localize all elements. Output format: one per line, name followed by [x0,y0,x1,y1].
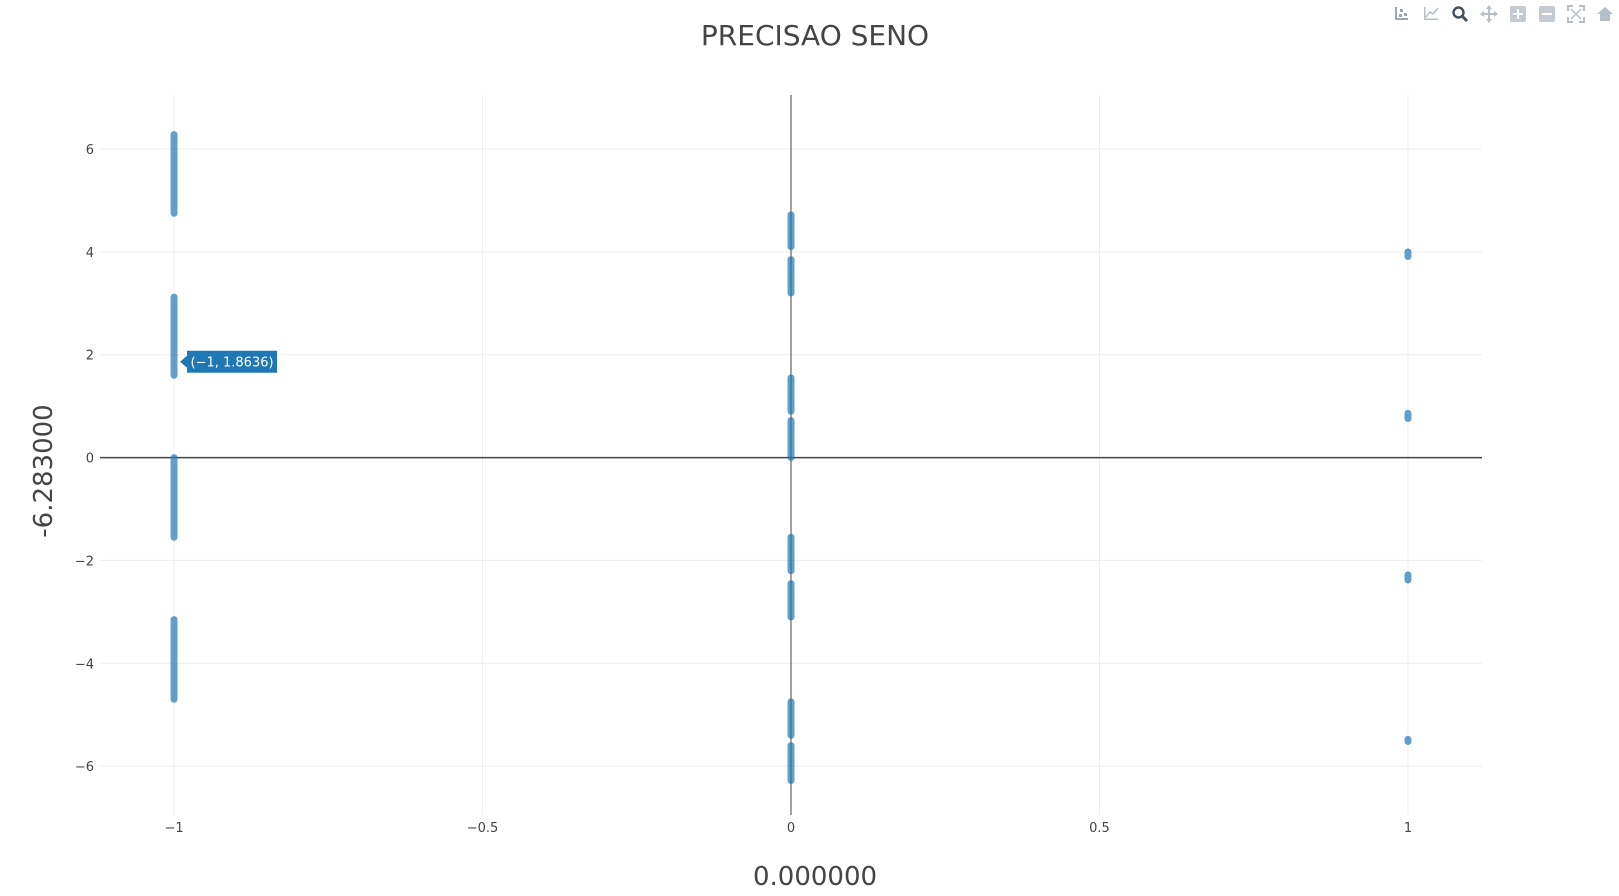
y-tick-label: 6 [86,143,94,158]
compare-data-button[interactable] [1387,3,1416,25]
tooltip-pointer [180,355,188,368]
data-points[interactable] [170,131,1412,785]
y-tick-label: 4 [86,246,94,261]
zoom-in-button[interactable] [1503,3,1532,25]
x-tick-label: 0.5 [1089,821,1110,836]
y-tick-label: −4 [75,657,94,672]
y-axis-label: -6.283000 [29,404,59,537]
x-tick-label: −1 [164,821,183,836]
y-tick-label: 2 [86,349,94,364]
reset-axes-icon [1596,7,1613,21]
x-tick-label: 1 [1404,821,1412,836]
show-closest-icon [1423,7,1439,20]
zoom-icon [1451,6,1468,23]
chart-title: PRECISAO SENO [701,19,929,52]
y-tick-label: −2 [75,554,94,569]
zoom-out-button[interactable] [1532,3,1561,25]
x-axis-label: 0.000000 [753,862,877,892]
zoom-in-icon [1509,6,1526,22]
hover-tooltip: (−1, 1.8636) [180,350,278,373]
compare-data-icon [1394,7,1408,20]
autoscale-button[interactable] [1561,3,1590,25]
tick-labels: −1 −0.5 0 0.5 1 −6 −4 −2 0 2 4 6 [75,143,1412,836]
zoom-out-icon [1538,6,1555,22]
zoom-button[interactable] [1445,3,1474,25]
modebar [1387,3,1619,25]
pan-icon [1479,5,1498,23]
tooltip-box [187,350,278,373]
tooltip-text: (−1, 1.8636) [191,356,274,371]
y-tick-label: 0 [86,452,94,467]
show-closest-button[interactable] [1416,3,1445,25]
autoscale-icon [1566,5,1585,23]
reset-axes-button[interactable] [1590,3,1619,25]
y-tick-label: −6 [75,760,94,775]
x-tick-label: −0.5 [467,821,499,836]
pan-button[interactable] [1474,3,1503,25]
x-tick-label: 0 [787,821,795,836]
